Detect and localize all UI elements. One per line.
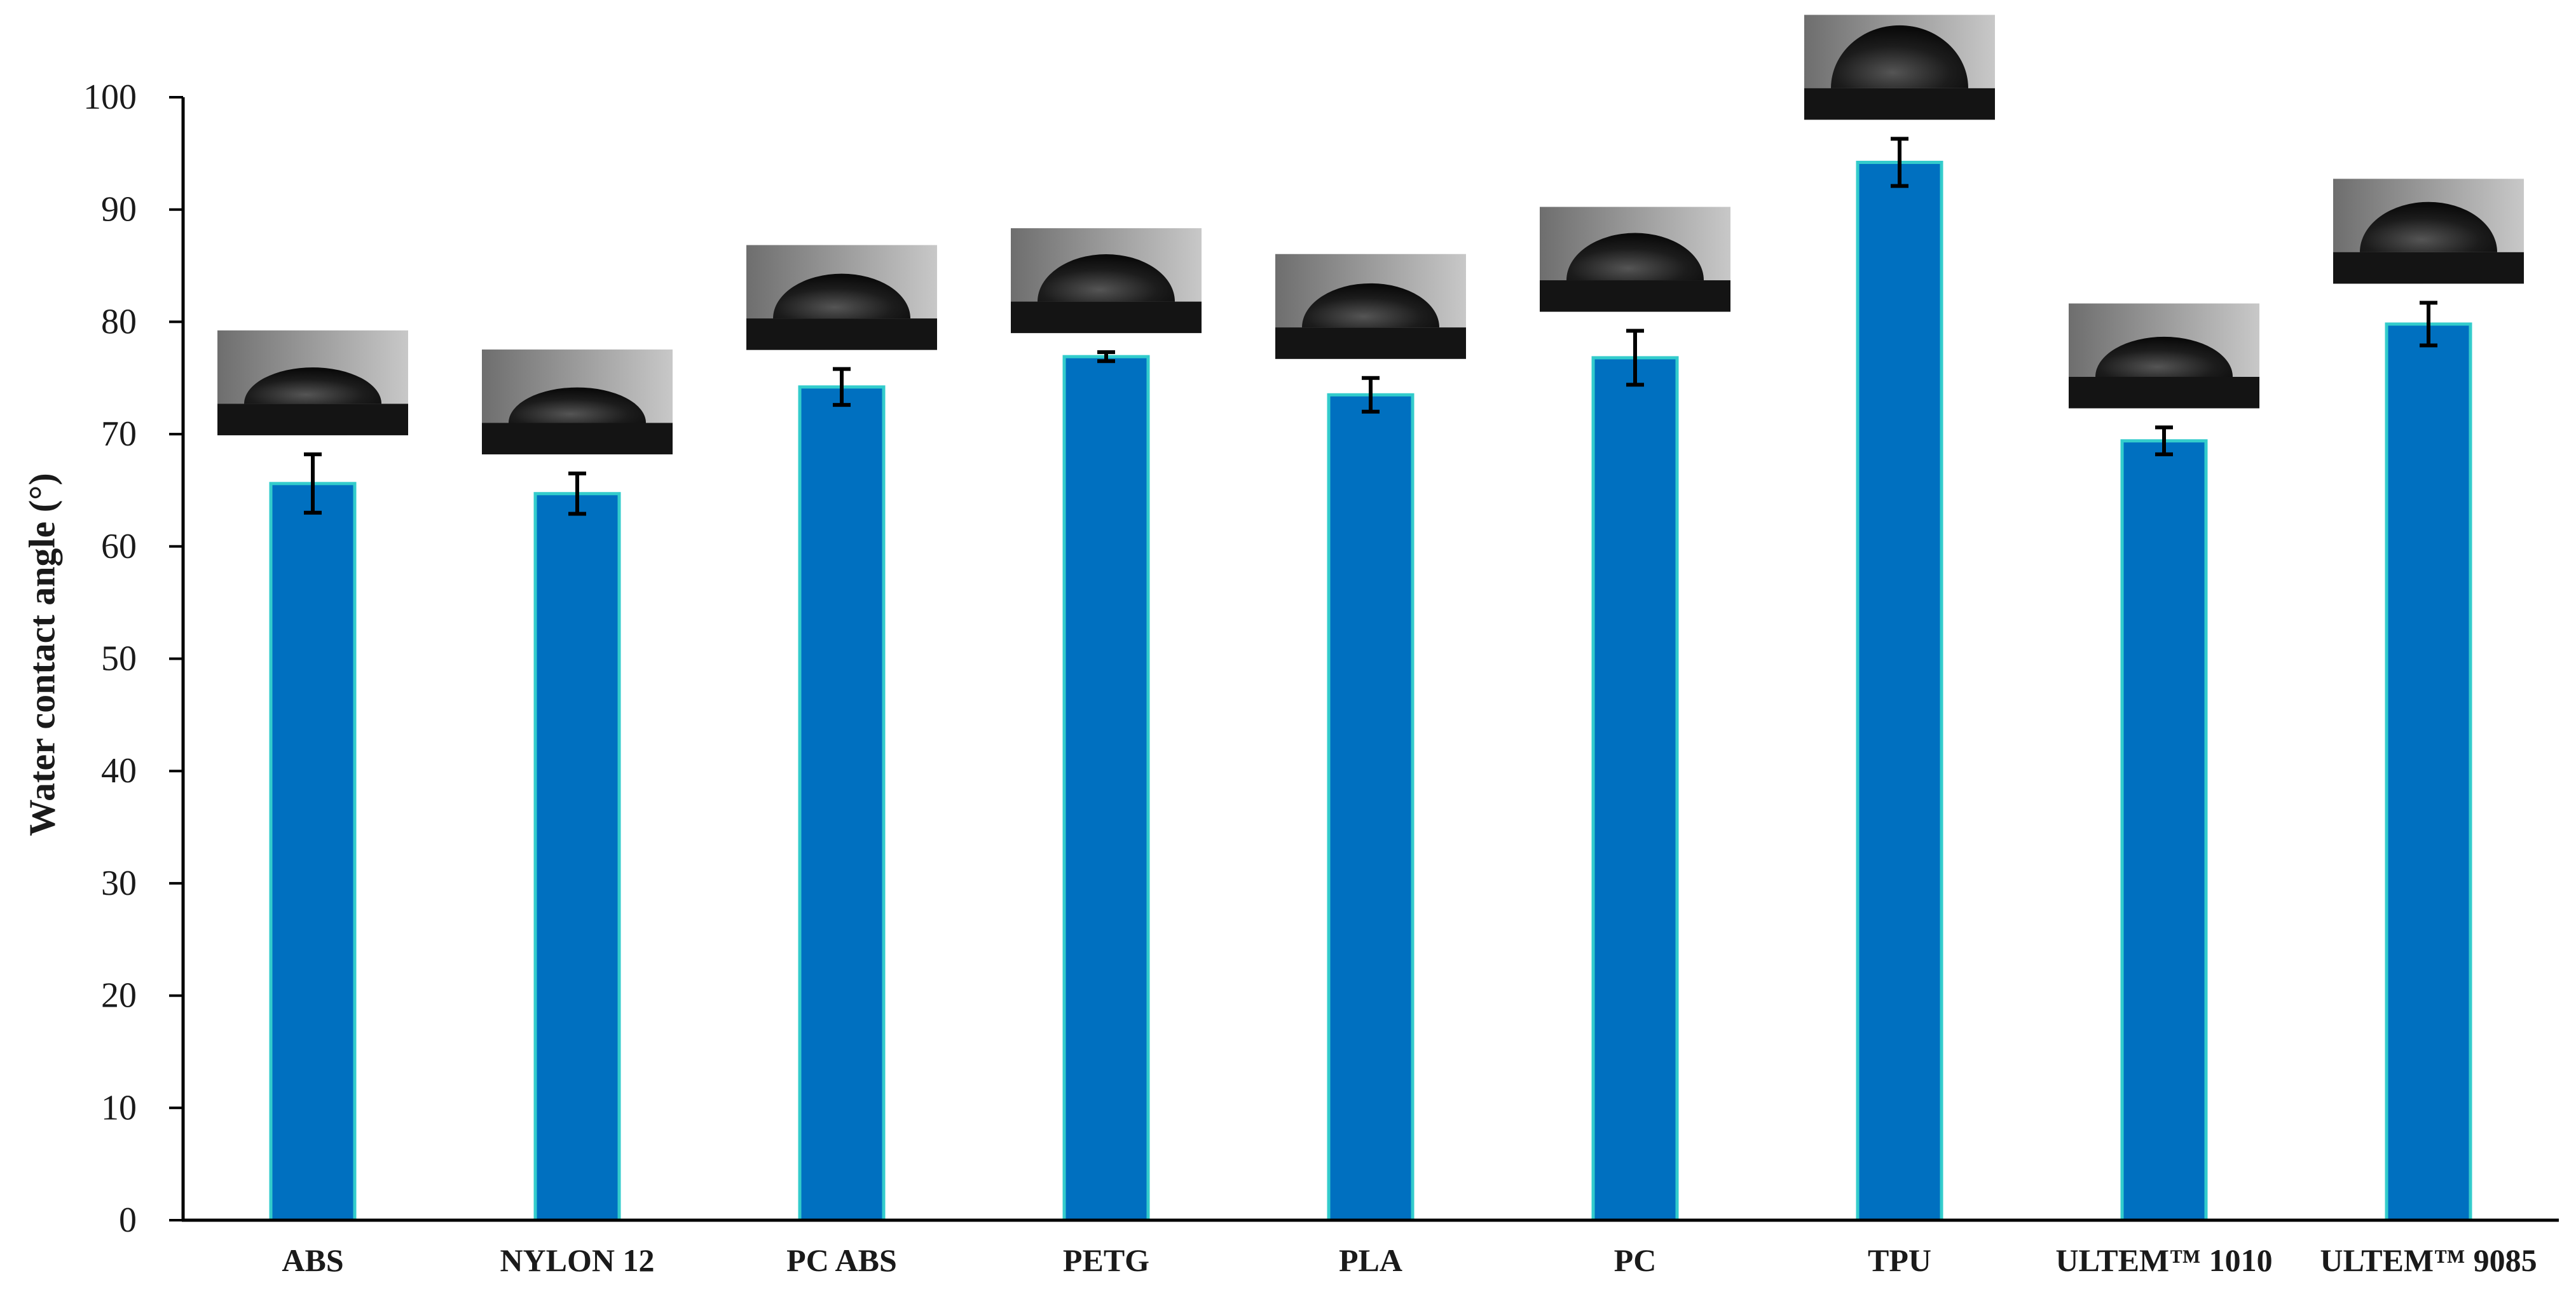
droplet-shape bbox=[1302, 283, 1439, 328]
droplet-photo-substrate bbox=[482, 423, 673, 454]
y-axis-title: Water contact angle (°) bbox=[21, 473, 62, 836]
category-label: TPU bbox=[1868, 1242, 1931, 1278]
droplet-photo bbox=[482, 349, 673, 454]
droplet-shape bbox=[773, 273, 910, 319]
y-tick-label: 10 bbox=[101, 1088, 137, 1127]
droplet-photo bbox=[2333, 179, 2524, 284]
y-tick-label: 20 bbox=[101, 976, 137, 1016]
y-tick-label: 50 bbox=[101, 639, 137, 679]
y-tick-label: 40 bbox=[101, 751, 137, 791]
droplet-shape bbox=[1566, 233, 1704, 281]
category-label: PETG bbox=[1063, 1242, 1149, 1278]
y-tick-label: 30 bbox=[101, 864, 137, 903]
droplet-shape bbox=[509, 387, 646, 423]
bar bbox=[1591, 356, 1679, 1222]
y-tick-label: 60 bbox=[101, 527, 137, 566]
bar bbox=[533, 492, 621, 1222]
droplet-photo-substrate bbox=[1540, 280, 1730, 312]
droplet-photo bbox=[217, 330, 408, 435]
y-tick-label: 0 bbox=[119, 1200, 137, 1240]
category-label: PLA bbox=[1339, 1242, 1402, 1278]
droplet-photo bbox=[1540, 207, 1730, 312]
category-label: ULTEM™ 1010 bbox=[2055, 1242, 2272, 1278]
droplet-shape bbox=[1831, 25, 1968, 88]
droplet-photo bbox=[1275, 254, 1466, 359]
category-label: ULTEM™ 9085 bbox=[2320, 1242, 2537, 1278]
bar bbox=[1327, 393, 1415, 1222]
bar bbox=[1062, 355, 1150, 1222]
droplet-shape bbox=[244, 367, 381, 404]
category-label: PC bbox=[1614, 1242, 1657, 1278]
category-label: ABS bbox=[282, 1242, 343, 1278]
bar bbox=[1856, 160, 1943, 1222]
droplet-photo-substrate bbox=[2333, 252, 2524, 284]
category-label: PC ABS bbox=[786, 1242, 897, 1278]
bar bbox=[2385, 322, 2472, 1222]
droplet-photo-substrate bbox=[1804, 88, 1995, 120]
y-tick-label: 100 bbox=[83, 78, 137, 117]
droplet-shape bbox=[1038, 254, 1175, 302]
droplet-photo-substrate bbox=[746, 318, 937, 350]
droplet-photo-substrate bbox=[1275, 327, 1466, 359]
droplet-photo bbox=[2069, 303, 2259, 409]
droplet-shape bbox=[2360, 201, 2497, 252]
droplet-photo-substrate bbox=[1011, 301, 1202, 334]
y-tick-label: 70 bbox=[101, 414, 137, 454]
droplet-shape bbox=[2095, 336, 2233, 377]
droplet-photo bbox=[1011, 228, 1202, 334]
bar bbox=[2120, 439, 2208, 1222]
category-label: NYLON 12 bbox=[500, 1242, 654, 1278]
y-tick-label: 90 bbox=[101, 190, 137, 229]
bar bbox=[269, 482, 357, 1222]
y-tick-label: 80 bbox=[101, 302, 137, 341]
droplet-photo-substrate bbox=[217, 404, 408, 435]
droplet-photo bbox=[746, 245, 937, 350]
bar bbox=[798, 385, 886, 1222]
droplet-photo bbox=[1804, 15, 1995, 120]
droplet-photo-substrate bbox=[2069, 376, 2259, 409]
